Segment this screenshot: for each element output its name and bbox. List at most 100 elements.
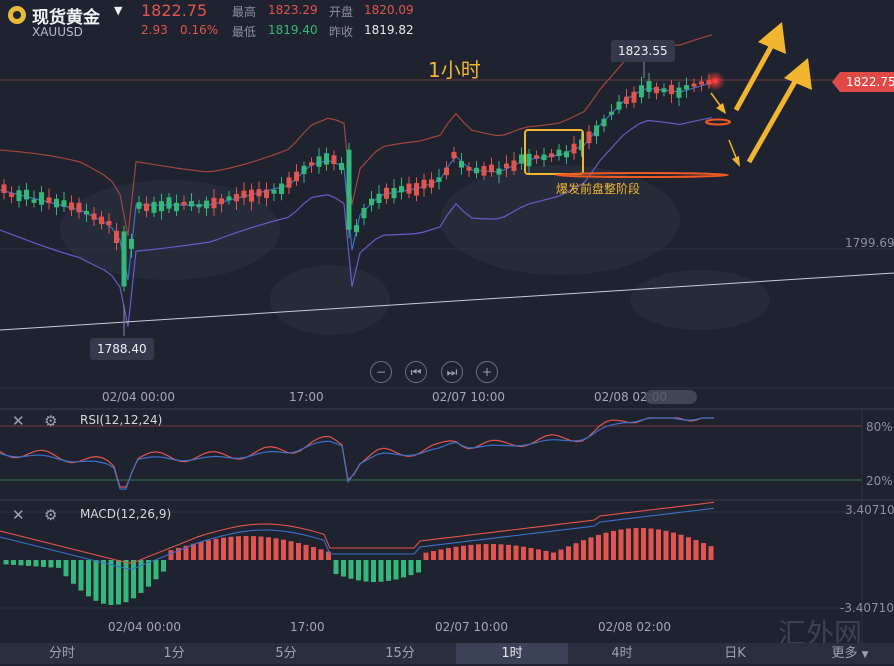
rsi-upper-label: 80% [866,420,893,434]
macd-bar [33,560,39,567]
candle-body [691,83,697,87]
macd-histogram [0,501,715,605]
macd-bar [408,560,414,576]
symbol-name[interactable]: 现货黄金 [32,8,100,28]
macd-min-label: -3.40710 [840,601,894,615]
macd-bar [153,560,159,580]
candle-body [421,179,427,189]
macd-bar [641,528,646,560]
close-macd-icon[interactable]: ✕ [12,506,25,524]
macd-bar [393,560,399,580]
macd-max-label: 3.40710 [845,503,894,517]
macd-bar [213,538,219,560]
macd-bar [431,551,436,560]
candle-body [189,201,194,207]
macd-bar [63,560,69,577]
candle-body [511,160,517,171]
rsi-line [0,417,714,488]
plus-icon: + [481,365,493,379]
rsi-lines [0,417,714,490]
target-marker [705,118,731,126]
macd-bar [71,560,76,584]
macd-settings-gear-icon[interactable]: ⚙ [44,506,58,524]
candle-body [496,168,502,175]
support-trendline[interactable] [0,272,894,331]
macd-bar [363,560,369,582]
tab-1hour[interactable]: 1时 [456,643,568,664]
minus-icon: − [375,365,387,379]
tab-4hour[interactable]: 4时 [611,646,633,661]
tab-5min[interactable]: 5分 [275,646,297,661]
open-label: 开盘 [329,5,354,19]
candle-body [399,186,404,193]
candle-body [339,162,344,170]
tab-more[interactable]: 更多 ▼ [806,643,894,664]
zoom-in-button[interactable]: + [476,361,498,383]
candle-body [586,131,592,144]
candle-body [181,201,187,206]
timeframe-title: 1小时 [428,58,481,82]
open-value: 1820.09 [364,3,414,17]
candle-body [406,183,412,194]
macd-bar [11,560,16,565]
tab-daily[interactable]: 日K [724,646,746,661]
candle-body [16,190,22,202]
candle-body [481,166,487,176]
macd-bar [333,560,339,575]
candle-body [174,202,179,212]
page-dots[interactable] [645,390,697,404]
zoom-out-button[interactable]: − [370,361,392,383]
price-level-label: 1799.69 [845,236,894,250]
symbol-code: XAUUSD [32,25,83,39]
candle-body [31,199,37,203]
macd-bar [468,544,474,560]
close-rsi-icon[interactable]: ✕ [12,412,25,430]
candle-body [24,189,29,200]
grid-lines [0,79,894,643]
macd-bar [146,560,151,587]
macd-bar [348,560,354,579]
candle-body [699,81,704,85]
candle-body [676,87,682,98]
tab-1min[interactable]: 1分 [163,646,185,661]
rsi-settings-gear-icon[interactable]: ⚙ [44,412,58,430]
macd-bar [528,547,534,560]
candle-body [661,88,667,93]
macd-bar [386,560,391,581]
tab-time-share[interactable]: 分时 [48,646,75,661]
time-label: 02/08 02:00 [598,620,671,634]
macd-bar [633,528,639,560]
macd-bar [603,532,609,560]
macd-bar [558,549,564,560]
macd-bar [566,546,571,560]
rsi-lower-label: 20% [866,474,893,488]
more-icon: ▼ [861,650,869,660]
candle-body [99,216,104,225]
macd-bar [588,537,594,560]
macd-bar [101,560,106,604]
caret-down-icon[interactable]: ▼ [114,4,123,17]
candle-body [646,81,652,92]
macd-bar [693,540,699,560]
candle-body [549,153,554,158]
macd-bar [663,530,669,560]
candle-body [594,125,599,137]
jump-end-button[interactable]: ⏭ [441,361,463,383]
macd-bar [356,560,361,581]
macd-bar [48,560,54,568]
high-callout: 1823.55 [611,40,675,62]
tab-more-label: 更多 [831,646,858,661]
candle-body [309,162,314,166]
rsi-label: RSI(12,12,24) [80,413,163,427]
macd-bar [26,560,31,566]
candle-body [541,154,547,161]
tab-15min[interactable]: 15分 [385,646,415,661]
jump-start-button[interactable]: ⏮ [405,361,427,383]
macd-bar [228,536,234,560]
candle-body [639,85,644,98]
macd-bar [108,560,114,605]
candle-body [226,196,232,201]
macd-bar [266,537,271,560]
candle-body [519,154,524,164]
